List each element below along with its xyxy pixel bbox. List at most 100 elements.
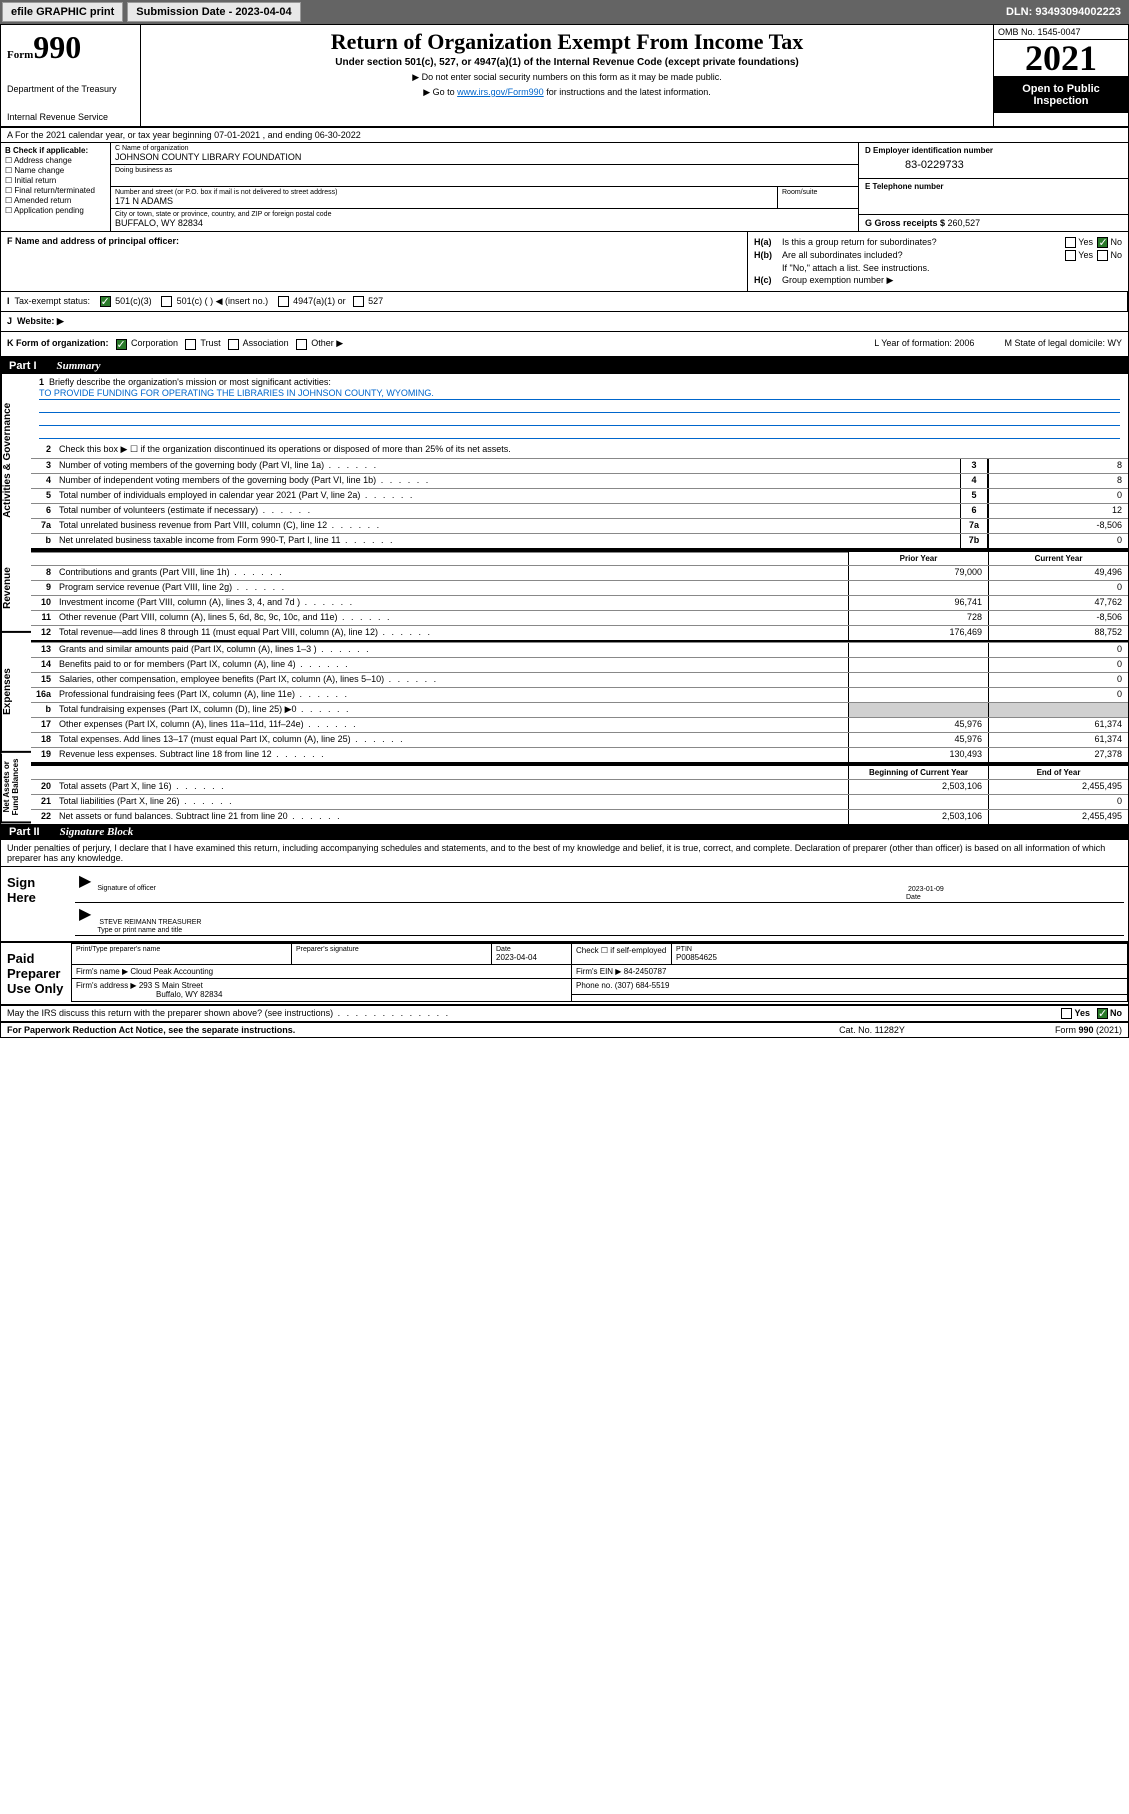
gov-line-4: 4Number of independent voting members of… (31, 473, 1128, 488)
current-year-hdr: Current Year (988, 552, 1128, 565)
vtab-gov: Activities & Governance (1, 374, 31, 547)
chk-501c[interactable] (161, 296, 172, 307)
gov-line-3: 3Number of voting members of the governi… (31, 458, 1128, 473)
gov-line-7a: 7aTotal unrelated business revenue from … (31, 518, 1128, 533)
phone-lbl: Phone no. (576, 981, 612, 990)
hc-text: Group exemption number ▶ (782, 275, 1122, 286)
website-cell: J Website: ▶ (1, 312, 1128, 331)
chk-corp[interactable] (116, 339, 127, 350)
gov-lines: 2Check this box ▶ ☐ if the organization … (31, 443, 1128, 548)
chk-name[interactable]: ☐ Name change (5, 166, 106, 175)
lm-block: L Year of formation: 2006 M State of leg… (874, 338, 1122, 349)
form-header: Form990 Department of the Treasury Inter… (1, 25, 1128, 128)
gross-value: 260,527 (948, 218, 981, 228)
city-value: BUFFALO, WY 82834 (115, 218, 854, 228)
phone-val: (307) 684-5519 (615, 981, 670, 990)
part1-num: Part I (9, 360, 37, 372)
irs-line: Internal Revenue Service (7, 112, 134, 122)
chk-other[interactable] (296, 339, 307, 350)
note2-post: for instructions and the latest informat… (544, 87, 711, 97)
hb-no[interactable] (1097, 250, 1108, 261)
chk-trust[interactable] (185, 339, 196, 350)
chk-initial[interactable]: ☐ Initial return (5, 176, 106, 185)
col-b-checkboxes: B Check if applicable: ☐ Address change … (1, 143, 111, 231)
net-lines: 20Total assets (Part X, line 16)2,503,10… (31, 779, 1128, 824)
discuss-no[interactable] (1097, 1008, 1108, 1019)
prep-date-lbl: Date (496, 946, 567, 953)
sig-date-label: Date (906, 894, 921, 901)
rev-lines-10: 10Investment income (Part VIII, column (… (31, 595, 1128, 610)
open1: Open to Public (1022, 83, 1100, 95)
exp-lines-18: 18Total expenses. Add lines 13–17 (must … (31, 732, 1128, 747)
discuss-row: May the IRS discuss this return with the… (1, 1006, 1128, 1023)
exp-lines: 13Grants and similar amounts paid (Part … (31, 642, 1128, 762)
chk-pending[interactable]: ☐ Application pending (5, 206, 106, 215)
street-row: Number and street (or P.O. box if mail i… (111, 187, 858, 209)
sig-officer-field[interactable]: Signature of officer (95, 871, 904, 902)
h-c-row: H(c) Group exemption number ▶ (754, 275, 1122, 286)
vtab-column: Activities & Governance Revenue Expenses… (1, 374, 31, 824)
gross-label: G Gross receipts $ (865, 218, 948, 228)
chk-address[interactable]: ☐ Address change (5, 156, 106, 165)
chk-4947[interactable] (278, 296, 289, 307)
row-i-status: I Tax-exempt status: 501(c)(3) 501(c) ( … (1, 292, 1128, 312)
cat-no: Cat. No. 11282Y (772, 1025, 972, 1035)
ptin-val: P00854625 (676, 953, 717, 962)
chk-527[interactable] (353, 296, 364, 307)
officer-label: F Name and address of principal officer: (7, 236, 179, 246)
discuss-checks: Yes No (1059, 1008, 1122, 1019)
city-cell: City or town, state or province, country… (111, 209, 858, 230)
sig-date-field: 2023-01-09 Date (904, 871, 1124, 902)
open2: Inspection (1033, 95, 1088, 107)
rev-header: Prior Year Current Year (31, 550, 1128, 565)
form-num: 990 (33, 29, 81, 65)
open-public: Open to Public Inspection (994, 77, 1128, 113)
firm-addr-lbl: Firm's address ▶ (76, 981, 137, 990)
brief-line2 (39, 401, 1120, 413)
chk-amended[interactable]: ☐ Amended return (5, 196, 106, 205)
gov-line-2: 2Check this box ▶ ☐ if the organization … (31, 443, 1128, 458)
section-bcd: B Check if applicable: ☐ Address change … (1, 143, 1128, 232)
firm-addr2: Buffalo, WY 82834 (156, 990, 222, 999)
header-left: Form990 Department of the Treasury Inter… (1, 25, 141, 126)
paid-label: Paid Preparer Use Only (1, 943, 71, 1004)
chk-final[interactable]: ☐ Final return/terminated (5, 186, 106, 195)
hb-yes[interactable] (1065, 250, 1076, 261)
efile-button[interactable]: efile GRAPHIC print (2, 2, 123, 22)
sign-fields: ▶ Signature of officer 2023-01-09 Date ▶… (71, 867, 1128, 941)
header-mid: Return of Organization Exempt From Incom… (141, 25, 993, 126)
firm-addr1: 293 S Main Street (139, 981, 203, 990)
chk-501c3[interactable] (100, 296, 111, 307)
hb-label: H(b) (754, 250, 782, 261)
net-block: Beginning of Current Year End of Year 20… (31, 764, 1128, 824)
firm-ein-val: 84-2450787 (624, 967, 667, 976)
irs-link[interactable]: www.irs.gov/Form990 (457, 87, 544, 97)
firm-val: Cloud Peak Accounting (130, 967, 213, 976)
end-year-hdr: End of Year (988, 766, 1128, 779)
col-f-officer: F Name and address of principal officer: (1, 232, 748, 291)
ein-label: D Employer identification number (865, 146, 1122, 155)
ptin-lbl: PTIN (676, 946, 1123, 953)
form-word: Form (7, 49, 33, 61)
form-footer: For Paperwork Reduction Act Notice, see … (1, 1023, 1128, 1037)
discuss-yes[interactable] (1061, 1008, 1072, 1019)
gov-block: 1 Briefly describe the organization's mi… (31, 374, 1128, 550)
submission-date-button[interactable]: Submission Date - 2023-04-04 (127, 2, 300, 22)
h-a-row: H(a) Is this a group return for subordin… (754, 237, 1122, 248)
rev-block: Prior Year Current Year 8Contributions a… (31, 550, 1128, 642)
prior-year-hdr: Prior Year (848, 552, 988, 565)
h-b-row: H(b) Are all subordinates included? Yes … (754, 250, 1122, 261)
street-value: 171 N ADAMS (115, 196, 773, 206)
tel-label: E Telephone number (865, 182, 1122, 191)
sig-intro: Under penalties of perjury, I declare th… (1, 840, 1128, 867)
gross-receipts: G Gross receipts $ 260,527 (859, 215, 1128, 231)
ha-yes[interactable] (1065, 237, 1076, 248)
summary-content: 1 Briefly describe the organization's mi… (31, 374, 1128, 824)
hb-checks: Yes No (1063, 250, 1122, 261)
sig-arrow-2: ▶ (75, 904, 95, 935)
self-employed[interactable]: Check ☐ if self-employed (572, 943, 672, 964)
part2-title: Signature Block (60, 826, 134, 838)
prep-date-val: 2023-04-04 (496, 953, 537, 962)
ha-no[interactable] (1097, 237, 1108, 248)
chk-assoc[interactable] (228, 339, 239, 350)
